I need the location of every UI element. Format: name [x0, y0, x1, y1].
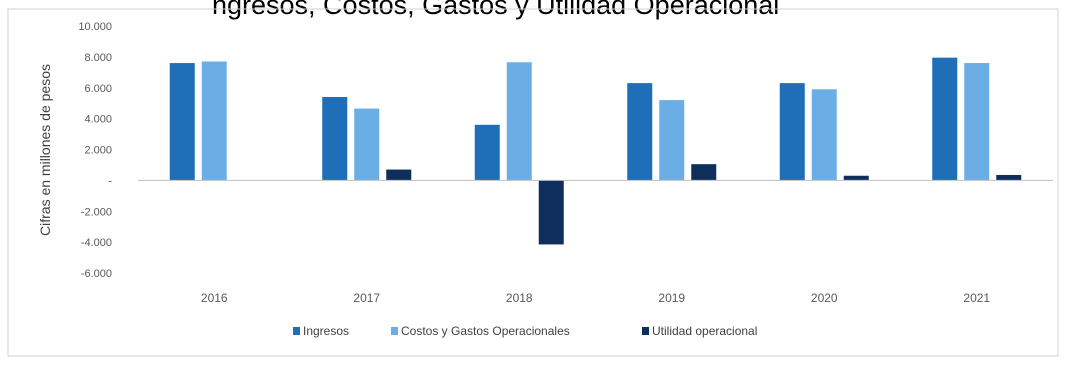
bar-costos-y-gastos-operacionales-2016 — [201, 61, 227, 181]
y-tick-label: 6.000 — [84, 83, 112, 95]
bar-costos-y-gastos-operacionales-2017 — [354, 108, 380, 181]
legend-label: Ingresos — [303, 324, 349, 338]
x-tick-label: 2019 — [658, 291, 685, 305]
y-tick-label: 10.000 — [78, 21, 112, 33]
y-tick-label: -2.000 — [81, 206, 112, 218]
legend-label: Utilidad operacional — [652, 324, 757, 338]
chart-title-fragment: ngresos, Costos, Gastos y Utilidad Opera… — [212, 0, 779, 20]
y-tick-label: -4.000 — [81, 237, 112, 249]
bar-utilidad-operacional-2019 — [691, 164, 717, 181]
y-tick-label: 8.000 — [84, 52, 112, 64]
x-tick-label: 2020 — [811, 291, 838, 305]
x-tick-label: 2017 — [353, 291, 380, 305]
bar-costos-y-gastos-operacionales-2018 — [506, 62, 532, 181]
bar-utilidad-operacional-2021 — [996, 174, 1022, 181]
bars — [169, 57, 1022, 245]
bar-utilidad-operacional-2020 — [843, 175, 869, 181]
bar-costos-y-gastos-operacionales-2021 — [964, 63, 990, 181]
bar-utilidad-operacional-2018 — [538, 180, 564, 245]
legend-swatch — [642, 327, 649, 335]
y-tick-label: 4.000 — [84, 114, 112, 126]
bar-ingresos-2021 — [932, 57, 958, 181]
bar-ingresos-2016 — [169, 63, 195, 181]
x-tick-label: 2021 — [963, 291, 990, 305]
legend: Ingresos Costos y Gastos Operacionales Uti… — [293, 324, 757, 338]
x-tick-label: 2018 — [506, 291, 533, 305]
bar-costos-y-gastos-operacionales-2019 — [659, 100, 685, 181]
x-tick-labels: 2016 2017 2018 2019 2020 2021 — [201, 291, 991, 305]
bar-ingresos-2017 — [322, 97, 348, 181]
chart-frame — [7, 8, 1059, 357]
y-tick-label: 2.000 — [84, 145, 112, 157]
legend-label: Costos y Gastos Operacionales — [401, 324, 570, 338]
bar-ingresos-2018 — [474, 124, 500, 181]
bar-costos-y-gastos-operacionales-2020 — [811, 89, 837, 181]
bar-ingresos-2019 — [627, 83, 653, 181]
y-axis-label: Cifras en millones de pesos — [37, 64, 53, 236]
bar-utilidad-operacional-2017 — [386, 169, 412, 181]
legend-swatch — [391, 327, 398, 335]
y-tick-label: - — [108, 175, 112, 187]
y-tick-label: -6.000 — [81, 268, 112, 280]
x-tick-label: 2016 — [201, 291, 228, 305]
legend-swatch — [293, 327, 300, 335]
bar-ingresos-2020 — [779, 83, 805, 181]
y-tick-labels: 10.000 8.000 6.000 4.000 2.000 - -2.000 -4.000 -… — [78, 21, 112, 280]
